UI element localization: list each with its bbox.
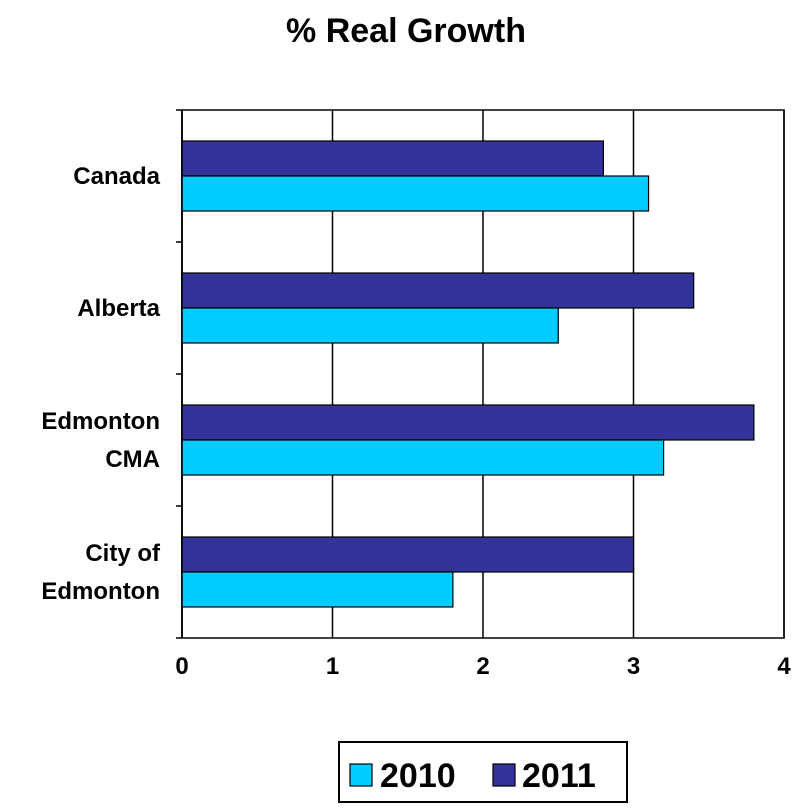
legend: 2010 2011 — [338, 741, 628, 803]
x-tick-label: 3 — [627, 653, 640, 680]
plot-area — [176, 109, 785, 639]
legend-swatch-2011 — [492, 763, 516, 787]
bar-2010 — [181, 175, 650, 212]
x-tick-labels: 0 1 2 3 4 — [175, 653, 791, 680]
legend-label-2011: 2011 — [522, 757, 596, 795]
bar-2010 — [181, 571, 454, 608]
legend-label-2010: 2010 — [380, 757, 456, 795]
category-label: Edmonton — [41, 408, 160, 435]
category-label: City of — [85, 540, 161, 567]
chart-title: % Real Growth — [286, 12, 526, 50]
category-label: Edmonton — [41, 578, 160, 605]
bar-2011 — [181, 140, 604, 177]
x-tick-label: 2 — [476, 653, 489, 680]
category-label: CMA — [105, 446, 160, 473]
bar-2011 — [181, 404, 755, 441]
bar-2011 — [181, 536, 635, 573]
legend-box — [338, 741, 628, 803]
category-label: Alberta — [77, 295, 160, 322]
x-tick-label: 1 — [326, 653, 339, 680]
x-tick-label: 0 — [175, 653, 188, 680]
legend-swatch-2010 — [349, 763, 373, 787]
category-label: Canada — [73, 163, 160, 190]
bar-2010 — [181, 439, 665, 476]
x-tick-label: 4 — [777, 653, 791, 680]
bar-2011 — [181, 272, 695, 309]
category-labels: Canada Alberta Edmonton CMA City of Edmonton — [41, 163, 161, 605]
bar-2010 — [181, 307, 559, 344]
